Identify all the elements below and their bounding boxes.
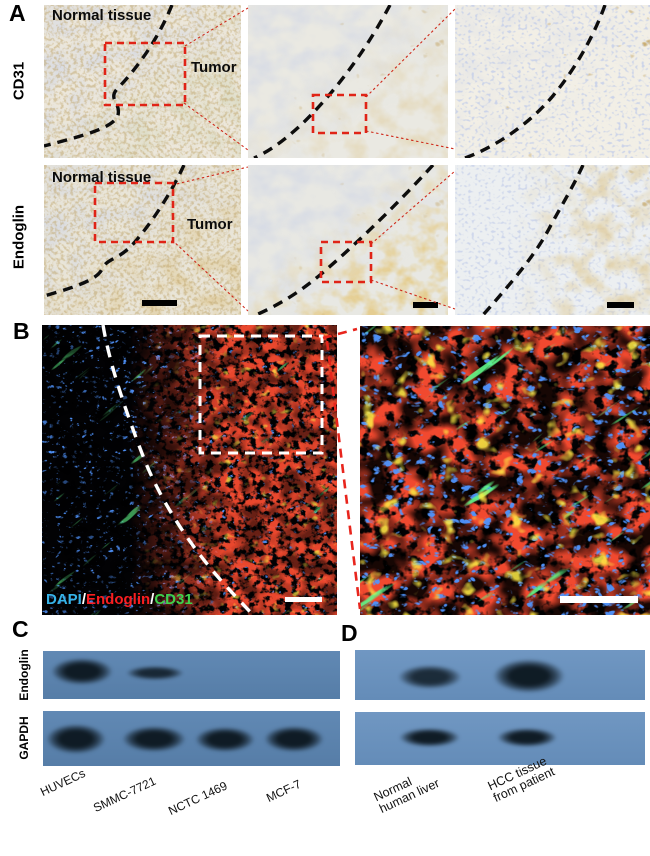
normal-tissue-label: Normal tissue: [52, 169, 152, 186]
row-label-endoglin: Endoglin: [10, 204, 28, 270]
blot-band-huvecs-endoglin: [51, 658, 113, 685]
texture-nuclei: [455, 5, 650, 158]
texture-specks: [44, 5, 241, 158]
legend-endoglin: Endoglin: [86, 591, 151, 608]
texture-vessels: [248, 5, 448, 158]
lane-label-nctc-1469: NCTC 1469: [166, 778, 230, 818]
blot-band-smmc7721-endoglin: [126, 666, 184, 680]
texture-vessels: [248, 165, 448, 315]
ihc-endoglin-overview: Normal tissue Tumor: [44, 165, 241, 315]
texture-colocalization: [360, 326, 650, 615]
tumor-label: Tumor: [187, 216, 233, 233]
legend-separator: /: [150, 591, 155, 608]
blot-strip-c-endoglin: [43, 651, 340, 699]
tissue-boundary-dash: [481, 165, 585, 315]
roi-box-red: [319, 240, 373, 284]
blot-band-huvecs-gapdh: [46, 724, 106, 754]
ihc-cd31-overview: Normal tissue Tumor: [44, 5, 241, 158]
texture-dark-holes: [42, 325, 337, 615]
blot-band-hcc-endoglin: [493, 659, 565, 693]
fluorescence-legend: DAPI/Endoglin/CD31: [46, 591, 193, 608]
tumor-boundary-dash-white: [101, 325, 255, 615]
scale-bar: [607, 302, 634, 308]
lane-label-smmc-7721: SMMC-7721: [91, 773, 159, 815]
panel-c-label: C: [12, 616, 29, 642]
ihc-texture: [248, 165, 448, 315]
scale-bar: [285, 597, 322, 602]
normal-tissue-label: Normal tissue: [52, 7, 152, 24]
scale-bar: [560, 596, 638, 603]
roi-box-white: [198, 334, 324, 455]
if-texture: [42, 325, 337, 615]
tissue-boundary-dash: [464, 5, 607, 158]
ihc-texture: [44, 5, 241, 158]
tumor-label: Tumor: [191, 59, 237, 76]
blot-band-normal-liver-endoglin: [398, 665, 462, 689]
blot-row-label-gapdh: GAPDH: [17, 716, 31, 760]
ihc-texture: [455, 165, 650, 315]
texture-vessels: [455, 165, 650, 315]
blot-strip-d-gapdh: [355, 712, 645, 765]
panel-a-label: A: [9, 0, 26, 26]
if-zoom-image: [360, 326, 650, 615]
ihc-endoglin-mid-zoom: [248, 165, 448, 315]
ihc-texture: [455, 5, 650, 158]
blot-band-smmc7721-gapdh: [122, 726, 186, 752]
blot-band-nctc1469-gapdh: [195, 727, 255, 752]
blot-strip-c-gapdh: [43, 711, 340, 766]
roi-box-red: [311, 93, 368, 135]
lane-label-huvecs: HUVECs: [38, 766, 88, 799]
if-overview-image: DAPI/Endoglin/CD31: [42, 325, 337, 615]
blot-band-normal-liver-gapdh: [399, 728, 460, 747]
roi-box-red: [93, 181, 175, 244]
scale-bar: [413, 302, 438, 308]
if-texture: [360, 326, 650, 615]
ihc-endoglin-high-zoom: [455, 165, 650, 315]
row-label-cd31: CD31: [10, 61, 28, 101]
ihc-cd31-high-zoom: [455, 5, 650, 158]
scale-bar: [142, 300, 177, 306]
blot-band-hcc-gapdh: [497, 728, 557, 747]
tissue-boundary-dash: [44, 165, 186, 298]
lane-label-normal-human-liver: Normal human liver: [372, 765, 442, 816]
texture-specks: [44, 165, 241, 315]
roi-box-red: [103, 41, 187, 107]
panel-d-label: D: [341, 620, 358, 646]
blot-row-label-endoglin: Endoglin: [17, 649, 31, 701]
ihc-texture: [44, 165, 241, 315]
legend-separator: /: [81, 591, 87, 608]
legend-cd31: CD31: [154, 591, 193, 608]
blot-strip-d-endoglin: [355, 650, 645, 700]
ihc-texture: [248, 5, 448, 158]
panel-b-label: B: [13, 318, 30, 344]
blot-band-mcf7-gapdh: [264, 726, 324, 752]
ihc-cd31-mid-zoom: [248, 5, 448, 158]
lane-label-mcf-7: MCF-7: [264, 776, 304, 805]
legend-dapi: DAPI: [46, 591, 82, 608]
